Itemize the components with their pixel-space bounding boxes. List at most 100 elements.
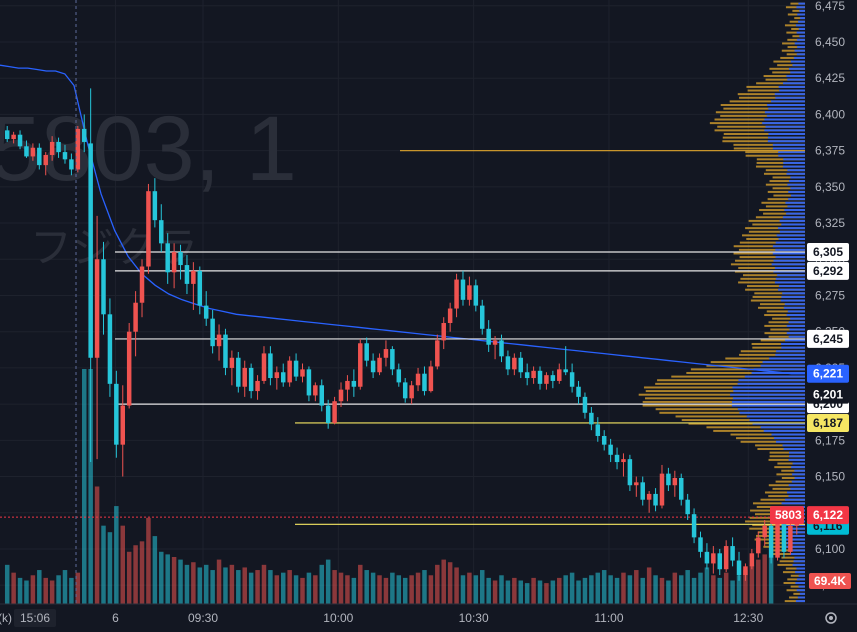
candle-body[interactable] — [634, 482, 639, 486]
candle-body[interactable] — [550, 375, 556, 381]
candle-body[interactable] — [595, 424, 601, 436]
candle-body[interactable] — [81, 128, 87, 142]
candle-body[interactable] — [589, 412, 594, 425]
candle-body[interactable] — [473, 285, 479, 306]
candle-body[interactable] — [126, 331, 132, 406]
candle-body[interactable] — [627, 459, 633, 486]
candle-body[interactable] — [467, 285, 472, 300]
candle-body[interactable] — [756, 537, 761, 554]
candle-body[interactable] — [178, 252, 183, 266]
candle-body[interactable] — [409, 385, 414, 399]
candle-body[interactable] — [133, 302, 138, 332]
candle-body[interactable] — [717, 553, 723, 570]
candle-body[interactable] — [428, 366, 434, 392]
candle-body[interactable] — [37, 147, 42, 166]
candle-body[interactable] — [582, 396, 588, 413]
candle-body[interactable] — [768, 525, 774, 558]
candle-body[interactable] — [383, 349, 389, 358]
candle-body[interactable] — [255, 380, 260, 392]
candle-body[interactable] — [268, 353, 273, 379]
candle-body[interactable] — [614, 454, 620, 463]
candle-body[interactable] — [454, 279, 459, 309]
candle-body[interactable] — [319, 385, 325, 406]
candle-body[interactable] — [114, 383, 119, 445]
candle-body[interactable] — [24, 146, 29, 157]
candle-body[interactable] — [69, 159, 74, 170]
candle-body[interactable] — [56, 141, 61, 153]
candle-body[interactable] — [49, 141, 55, 155]
candle-body[interactable] — [711, 553, 716, 564]
price-axis[interactable] — [805, 0, 857, 604]
candle-body[interactable] — [345, 380, 350, 390]
candle-body[interactable] — [422, 373, 427, 392]
candle-body[interactable] — [88, 143, 93, 358]
candle-body[interactable] — [191, 270, 196, 284]
candle-body[interactable] — [518, 357, 524, 373]
candle-body[interactable] — [441, 323, 446, 341]
candle-body[interactable] — [672, 477, 678, 486]
candle-body[interactable] — [248, 367, 254, 392]
candle-body[interactable] — [762, 525, 767, 538]
candle-body[interactable] — [563, 369, 568, 373]
candle-body[interactable] — [159, 220, 164, 244]
candle-body[interactable] — [659, 473, 665, 506]
candle-body[interactable] — [293, 360, 299, 377]
candle-body[interactable] — [261, 353, 267, 381]
candle-body[interactable] — [698, 537, 703, 552]
candle-body[interactable] — [601, 435, 607, 445]
candle-body[interactable] — [743, 566, 748, 576]
candle-body[interactable] — [531, 370, 536, 379]
candle-body[interactable] — [396, 369, 402, 383]
candle-body[interactable] — [274, 372, 280, 379]
candle-body[interactable] — [152, 191, 158, 221]
candle-body[interactable] — [210, 318, 215, 347]
candle-body[interactable] — [364, 343, 369, 361]
candle-body[interactable] — [736, 560, 742, 576]
candle-body[interactable] — [415, 373, 421, 386]
candle-body[interactable] — [11, 134, 16, 140]
candle-body[interactable] — [351, 380, 357, 387]
candle-body[interactable] — [775, 522, 780, 558]
candle-body[interactable] — [197, 270, 203, 306]
candle-body[interactable] — [332, 401, 337, 423]
candle-body[interactable] — [646, 493, 652, 500]
candle-body[interactable] — [788, 525, 793, 552]
candle-body[interactable] — [203, 305, 209, 319]
candle-body[interactable] — [460, 279, 466, 300]
candle-body[interactable] — [184, 265, 190, 284]
candle-body[interactable] — [505, 356, 511, 370]
candle-body[interactable] — [537, 370, 543, 384]
candle-body[interactable] — [666, 473, 671, 486]
candle-body[interactable] — [313, 385, 318, 396]
candle-body[interactable] — [300, 369, 305, 377]
candle-body[interactable] — [338, 389, 344, 402]
gear-icon[interactable] — [825, 612, 837, 624]
candle-body[interactable] — [94, 259, 100, 358]
candle-body[interactable] — [730, 546, 735, 561]
candle-body[interactable] — [101, 259, 106, 315]
candle-body[interactable] — [479, 305, 485, 329]
candle-body[interactable] — [370, 360, 376, 373]
candle-body[interactable] — [492, 340, 498, 345]
candle-body[interactable] — [576, 386, 581, 397]
candle-body[interactable] — [43, 154, 48, 166]
candle-body[interactable] — [287, 360, 292, 383]
candle-body[interactable] — [653, 493, 658, 506]
candle-body[interactable] — [685, 499, 690, 515]
candle-body[interactable] — [569, 372, 575, 387]
candle-body[interactable] — [62, 152, 68, 160]
candle-body[interactable] — [749, 553, 755, 567]
candle-body[interactable] — [17, 134, 23, 147]
candle-body[interactable] — [557, 369, 562, 381]
candle-body[interactable] — [512, 357, 517, 370]
candle-body[interactable] — [165, 243, 170, 273]
candle-body[interactable] — [402, 382, 408, 399]
candle-body[interactable] — [4, 130, 10, 140]
candle-body[interactable] — [325, 405, 331, 423]
candle-body[interactable] — [723, 546, 729, 570]
candle-body[interactable] — [447, 308, 453, 324]
candles[interactable] — [4, 88, 800, 581]
candle-body[interactable] — [691, 514, 697, 538]
candle-body[interactable] — [704, 551, 710, 564]
